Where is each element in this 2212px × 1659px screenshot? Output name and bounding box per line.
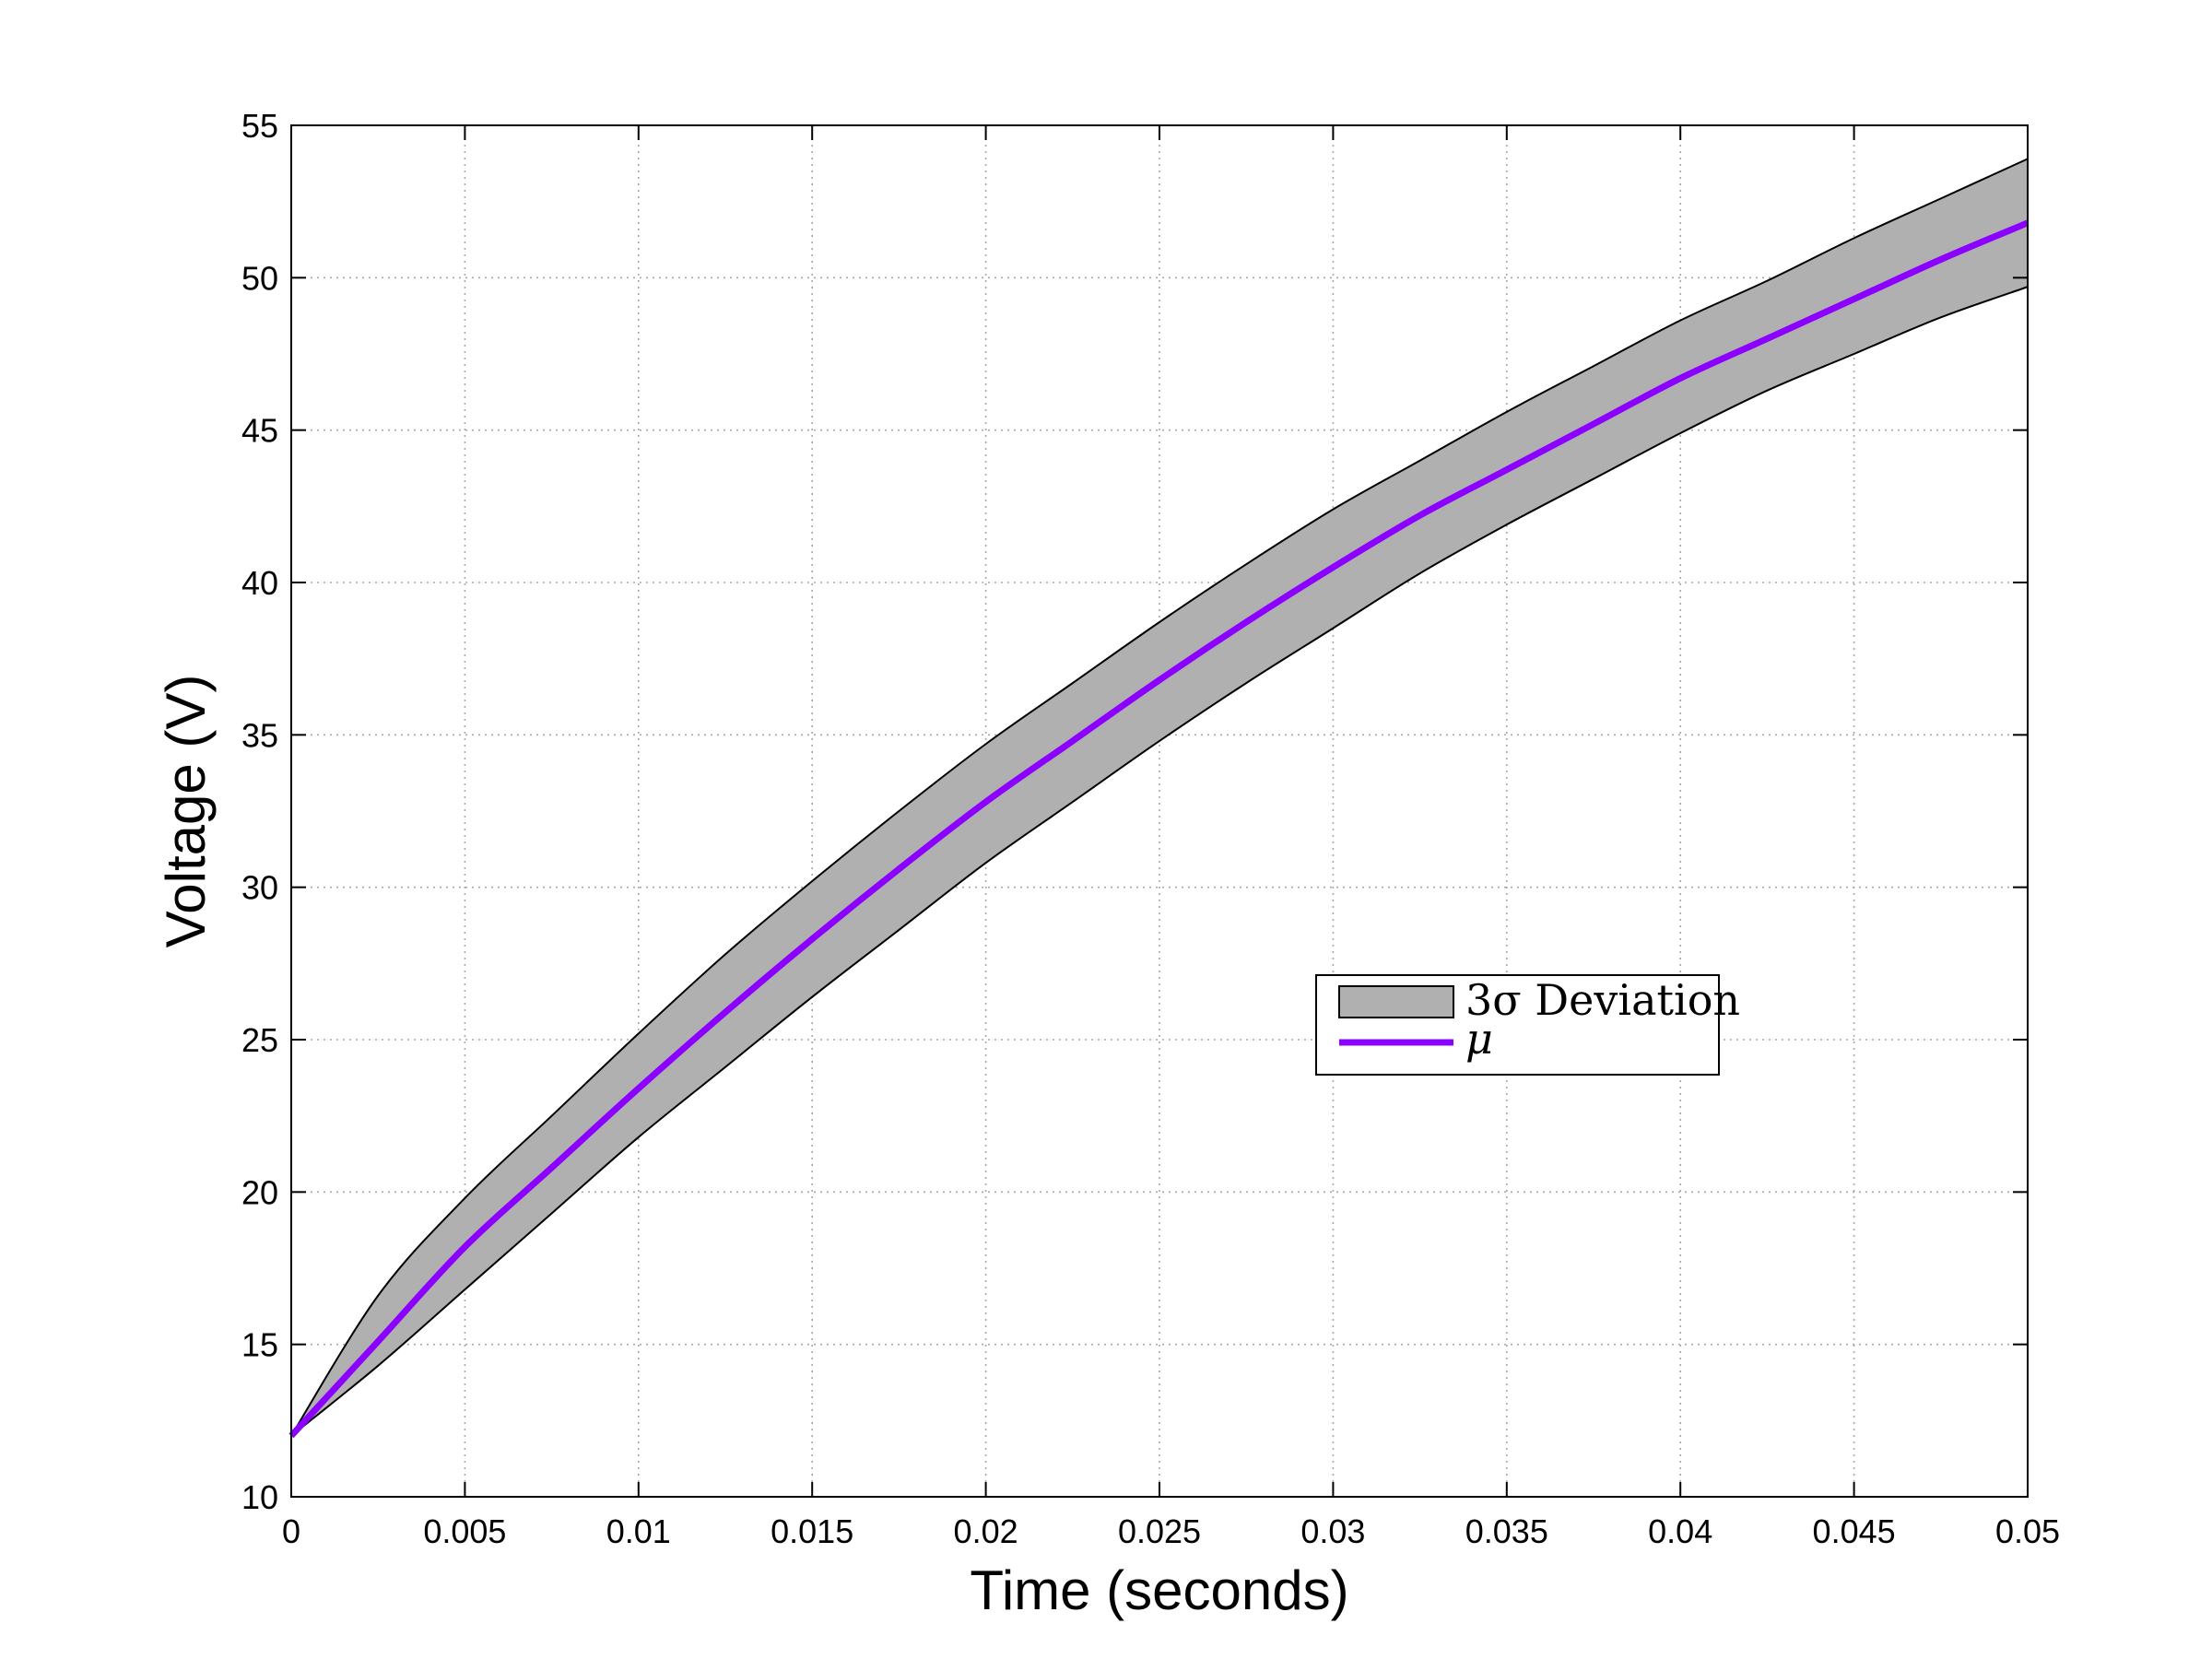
x-tick-label: 0.01: [606, 1512, 671, 1550]
deviation-band-lower-edge: [290, 286, 2029, 1437]
mean-line-group: [288, 219, 2030, 1439]
mean-line: [288, 219, 2030, 1439]
axis-ticks: [290, 124, 2029, 1498]
x-tick-label: 0.02: [954, 1512, 1018, 1550]
y-tick-label: 35: [241, 716, 278, 754]
x-tick-label: 0: [282, 1512, 300, 1550]
y-tick-label: 15: [241, 1326, 278, 1364]
x-tick-label: 0.015: [771, 1512, 853, 1550]
x-tick-label: 0.045: [1813, 1512, 1896, 1550]
x-tick-label: 0.035: [1465, 1512, 1548, 1550]
y-tick-label: 20: [241, 1173, 278, 1211]
x-tick-label: 0.05: [1995, 1512, 2060, 1550]
legend-label-deviation: 3σ Deviation: [1465, 975, 1740, 1025]
y-tick-label: 25: [241, 1021, 278, 1059]
legend-label-mean: μ: [1465, 1014, 1493, 1064]
y-tick-label: 10: [241, 1478, 278, 1516]
y-axis-title: Voltage (V): [155, 675, 217, 948]
legend: 3σ Deviation μ: [1315, 974, 1740, 1076]
y-tick-labels: 10 15 20 25 30 35 40 45 50 55: [241, 107, 278, 1516]
legend-swatch-deviation: [1338, 985, 1454, 1018]
y-tick-label: 30: [241, 869, 278, 907]
grid: [291, 125, 2028, 1497]
x-tick-label: 0.04: [1648, 1512, 1712, 1550]
y-tick-label: 55: [241, 107, 278, 145]
deviation-band-group: [290, 158, 2029, 1437]
x-tick-label: 0.005: [423, 1512, 506, 1550]
x-tick-labels: 0 0.005 0.01 0.015 0.02 0.025 0.03 0.035 0.04 0.0…: [282, 1512, 2060, 1550]
deviation-band-upper-edge: [290, 158, 2029, 1437]
x-tick-label: 0.025: [1118, 1512, 1201, 1550]
y-tick-label: 50: [241, 259, 278, 297]
x-axis-title: Time (seconds): [970, 1559, 1348, 1621]
y-tick-label: 45: [241, 412, 278, 450]
y-tick-label: 40: [241, 564, 278, 602]
x-tick-label: 0.03: [1300, 1512, 1365, 1550]
